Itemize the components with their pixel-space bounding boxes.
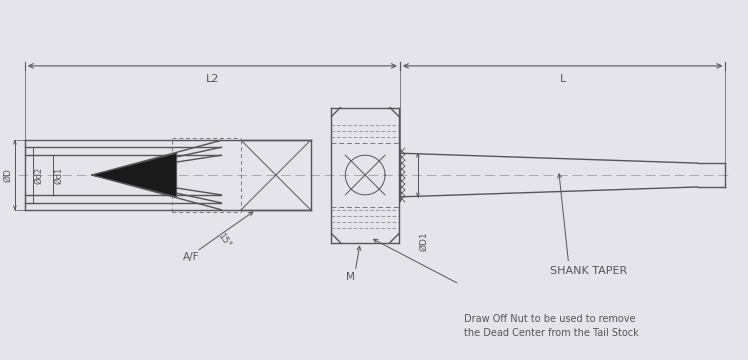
Text: M: M (346, 272, 355, 282)
Text: 15°: 15° (216, 233, 233, 251)
Text: Ød2: Ød2 (34, 166, 43, 184)
Text: ØD1: ØD1 (420, 232, 429, 251)
Text: L2: L2 (206, 74, 219, 84)
Polygon shape (92, 153, 177, 197)
Text: Ød1: Ød1 (55, 166, 64, 184)
Text: 60°: 60° (150, 167, 166, 176)
Text: ØD: ØD (3, 168, 12, 182)
Text: A/F: A/F (183, 252, 200, 262)
Text: L: L (560, 74, 565, 84)
Text: Draw Off Nut to be used to remove
the Dead Center from the Tail Stock: Draw Off Nut to be used to remove the De… (465, 314, 639, 338)
Text: SHANK TAPER: SHANK TAPER (550, 266, 627, 276)
